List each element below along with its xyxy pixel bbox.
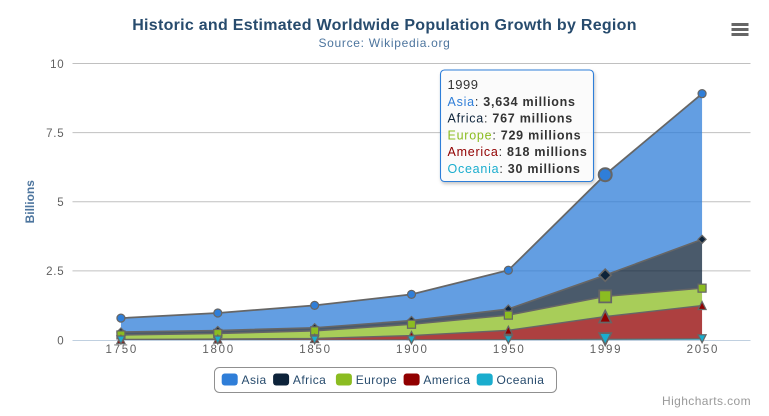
svg-text:1800: 1800 [202,344,235,356]
svg-text:Africa: 767 millions: Africa: 767 millions [448,112,573,126]
svg-text:Oceania: Oceania [497,373,545,387]
svg-text:Billions: Billions [23,180,37,224]
svg-text:Africa: Africa [293,373,326,387]
svg-text:Source: Wikipedia.org: Source: Wikipedia.org [318,36,450,50]
svg-text:1999: 1999 [590,344,623,356]
svg-text:America: America [423,373,470,387]
svg-text:5: 5 [57,197,64,209]
svg-text:1900: 1900 [396,344,429,356]
svg-text:7.5: 7.5 [46,128,64,140]
svg-text:Historic and Estimated Worldwi: Historic and Estimated Worldwide Populat… [132,17,637,34]
svg-text:Asia: Asia [242,373,267,387]
svg-text:Europe: Europe [356,373,397,387]
svg-text:1950: 1950 [493,344,526,356]
svg-text:Oceania: 30 millions: Oceania: 30 millions [448,162,581,176]
svg-text:Europe: 729 millions: Europe: 729 millions [448,128,582,142]
svg-text:10: 10 [50,59,64,71]
svg-text:2050: 2050 [687,344,720,356]
svg-text:America: 818 millions: America: 818 millions [448,145,588,159]
svg-text:Asia: 3,634 millions: Asia: 3,634 millions [448,95,576,109]
svg-text:2.5: 2.5 [46,266,64,278]
svg-text:1750: 1750 [105,344,138,356]
svg-text:0: 0 [57,335,64,347]
svg-text:1850: 1850 [299,344,332,356]
svg-text:1999: 1999 [448,77,479,92]
svg-text:Highcharts.com: Highcharts.com [662,394,751,408]
